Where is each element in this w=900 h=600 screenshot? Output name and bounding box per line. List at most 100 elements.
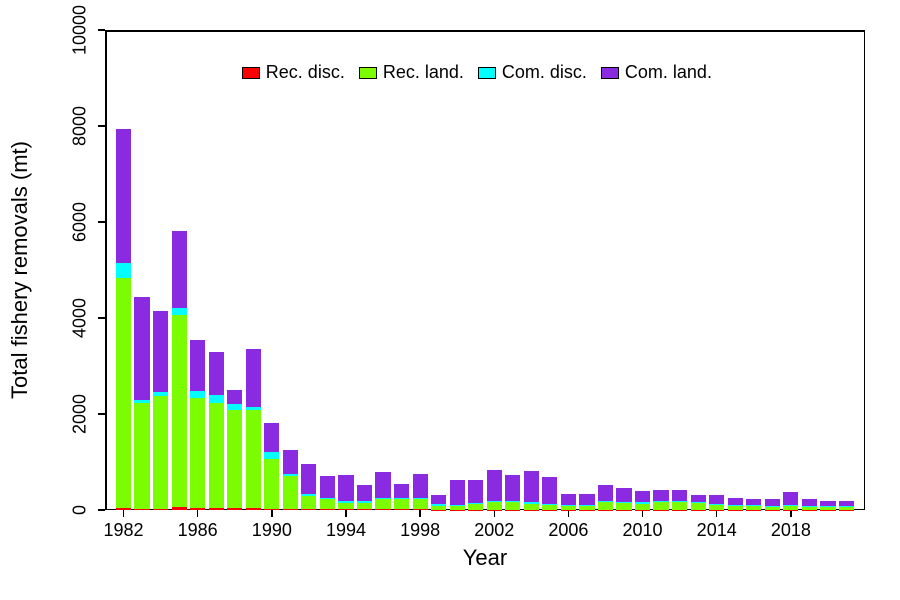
legend-item-rec_land: Rec. land. <box>359 62 464 83</box>
x-tick-label: 1998 <box>400 520 440 541</box>
legend-item-rec_disc: Rec. disc. <box>242 62 345 83</box>
bar-segment-com_land <box>209 352 224 395</box>
y-tick-label: 4000 <box>70 298 91 338</box>
bar-segment-rec_land <box>487 502 502 509</box>
bar-segment-com_land <box>616 488 631 501</box>
bar-segment-rec_disc <box>320 509 335 510</box>
bar-segment-com_land <box>190 340 205 390</box>
bar-segment-com_land <box>487 470 502 501</box>
bar-segment-rec_land <box>375 499 390 509</box>
x-tick-label: 1994 <box>326 520 366 541</box>
bar-segment-com_land <box>338 475 353 501</box>
bar <box>561 494 576 510</box>
bar-segment-com_land <box>283 450 298 474</box>
x-tick-label: 1986 <box>178 520 218 541</box>
bar <box>653 490 668 510</box>
bar-segment-com_land <box>672 490 687 501</box>
bar-segment-com_land <box>264 423 279 453</box>
bar-segment-com_land <box>301 464 316 494</box>
bar-segment-com_land <box>783 492 798 504</box>
bar <box>839 501 854 510</box>
bar-segment-com_land <box>450 480 465 505</box>
bar-segment-com_land <box>227 390 242 404</box>
plot-area: 0200040006000800010000198219861990199419… <box>105 30 865 510</box>
legend-swatch <box>359 67 377 79</box>
legend-item-com_land: Com. land. <box>601 62 712 83</box>
bar-segment-rec_land <box>190 398 205 508</box>
bar-segment-rec_land <box>413 499 428 509</box>
bar-segment-com_land <box>413 474 428 498</box>
legend-label: Com. disc. <box>502 62 587 83</box>
x-axis-label: Year <box>463 545 507 571</box>
bar-segment-com_land <box>357 485 372 502</box>
bar-segment-rec_disc <box>190 508 205 510</box>
bar-segment-com_land <box>709 495 724 504</box>
legend-swatch <box>478 67 496 79</box>
bar <box>190 340 205 510</box>
bar <box>301 464 316 510</box>
legend-label: Rec. land. <box>383 62 464 83</box>
bar <box>635 491 650 510</box>
y-tick-label: 0 <box>70 505 91 515</box>
bar-segment-com_disc <box>209 395 224 402</box>
bar-segment-com_land <box>172 231 187 308</box>
bar-segment-rec_land <box>153 396 168 509</box>
bar-segment-com_land <box>598 485 613 501</box>
bar-segment-rec_land <box>116 278 131 508</box>
bar <box>134 297 149 510</box>
bar <box>820 501 835 510</box>
bar <box>450 480 465 510</box>
bar-segment-rec_disc <box>375 509 390 510</box>
bar-segment-com_disc <box>190 391 205 398</box>
bar-segment-com_land <box>505 475 520 501</box>
bar-segment-rec_disc <box>209 508 224 510</box>
x-tick-label: 1982 <box>104 520 144 541</box>
bar <box>153 311 168 510</box>
bar-segment-com_land <box>375 472 390 498</box>
bar <box>246 349 261 510</box>
bar <box>783 492 798 510</box>
bar-segment-com_land <box>431 495 446 505</box>
bar <box>746 499 761 510</box>
bar <box>487 470 502 510</box>
bar <box>116 129 131 510</box>
bar <box>505 474 520 510</box>
bar <box>672 490 687 510</box>
legend-swatch <box>601 67 619 79</box>
bar-segment-com_land <box>320 476 335 498</box>
bar-segment-rec_land <box>209 403 224 509</box>
x-tick-label: 2010 <box>623 520 663 541</box>
bar <box>394 484 409 510</box>
bar-segment-com_disc <box>116 263 131 277</box>
bar <box>431 495 446 510</box>
bar <box>765 499 780 510</box>
bar-segment-rec_land <box>598 502 613 509</box>
x-tick-label: 1990 <box>252 520 292 541</box>
bar-segment-rec_land <box>134 403 149 509</box>
bar <box>802 498 817 510</box>
bar-segment-rec_land <box>246 410 261 508</box>
bar <box>579 494 594 510</box>
bar-segment-rec_disc <box>301 509 316 510</box>
x-tick-label: 2018 <box>771 520 811 541</box>
bar <box>468 480 483 510</box>
bar-segment-rec_disc <box>338 509 353 510</box>
bar-segment-com_land <box>691 495 706 502</box>
bar-segment-com_land <box>116 129 131 263</box>
bar-segment-rec_land <box>301 496 316 509</box>
bar-segment-rec_disc <box>134 509 149 510</box>
bar-segment-com_land <box>728 498 743 505</box>
y-tick-label: 10000 <box>70 5 91 55</box>
x-tick-label: 2006 <box>548 520 588 541</box>
bar-segment-rec_land <box>283 476 298 509</box>
bar-segment-rec_land <box>227 410 242 508</box>
bar-segment-com_land <box>524 471 539 502</box>
bar-segment-rec_land <box>672 502 687 509</box>
bar <box>227 390 242 510</box>
legend-item-com_disc: Com. disc. <box>478 62 587 83</box>
bar-segment-rec_disc <box>394 509 409 510</box>
bar-segment-rec_disc <box>413 509 428 510</box>
bar-segment-com_land <box>635 491 650 502</box>
x-tick-label: 2002 <box>474 520 514 541</box>
y-tick-label: 2000 <box>70 394 91 434</box>
